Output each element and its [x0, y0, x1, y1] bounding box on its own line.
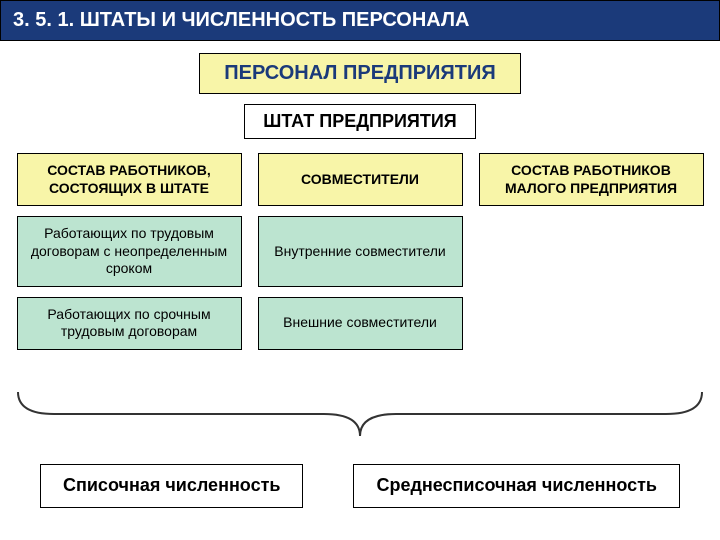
- diagram-grid: СОСТАВ РАБОТНИКОВ, СОСТОЯЩИХ В ШТАТЕ СОВ…: [0, 153, 720, 350]
- brace-connector: [14, 388, 706, 448]
- cell-r1c3: СОСТАВ РАБОТНИКОВ МАЛОГО ПРЕДПРИЯТИЯ: [479, 153, 704, 206]
- footer-right: Среднесписочная численность: [353, 464, 680, 508]
- subtitle-box: ШТАТ ПРЕДПРИЯТИЯ: [244, 104, 476, 139]
- footer-row: Списочная численность Среднесписочная чи…: [0, 464, 720, 508]
- footer-left: Списочная численность: [40, 464, 303, 508]
- cell-r3c1: Работающих по срочным трудовым договорам: [17, 297, 242, 350]
- cell-r1c1: СОСТАВ РАБОТНИКОВ, СОСТОЯЩИХ В ШТАТЕ: [17, 153, 242, 206]
- title-box: ПЕРСОНАЛ ПРЕДПРИЯТИЯ: [199, 53, 521, 94]
- cell-r2c1: Работающих по трудовым договорам с неопр…: [17, 216, 242, 287]
- cell-r1c2: СОВМЕСТИТЕЛИ: [258, 153, 463, 206]
- cell-r3c2: Внешние совместители: [258, 297, 463, 350]
- cell-r2c2: Внутренние совместители: [258, 216, 463, 287]
- section-header: 3. 5. 1. ШТАТЫ И ЧИСЛЕННОСТЬ ПЕРСОНАЛА: [0, 0, 720, 41]
